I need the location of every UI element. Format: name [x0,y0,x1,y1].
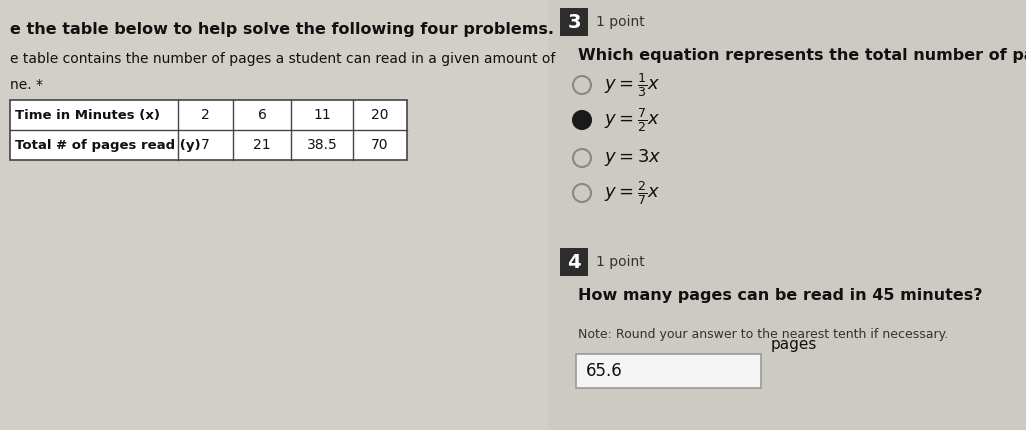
Text: $y = \frac{7}{2}x$: $y = \frac{7}{2}x$ [604,106,661,134]
Text: 1 point: 1 point [596,255,644,269]
Text: 4: 4 [567,252,581,271]
Text: e the table below to help solve the following four problems.: e the table below to help solve the foll… [10,22,554,37]
Text: $y = \frac{1}{3}x$: $y = \frac{1}{3}x$ [604,71,661,99]
Text: 3: 3 [567,12,581,31]
Text: Time in Minutes (x): Time in Minutes (x) [15,108,160,122]
Text: 70: 70 [371,138,389,152]
Text: 38.5: 38.5 [307,138,338,152]
FancyBboxPatch shape [10,100,407,160]
Text: Total # of pages read (y): Total # of pages read (y) [15,138,201,151]
Text: Which equation represents the total number of pages: Which equation represents the total numb… [578,48,1026,63]
FancyBboxPatch shape [576,354,761,388]
Text: pages: pages [771,337,818,352]
FancyBboxPatch shape [560,248,588,276]
Text: 6: 6 [258,108,267,122]
Text: 20: 20 [371,108,389,122]
Text: ne. *: ne. * [10,78,43,92]
FancyBboxPatch shape [548,0,1026,430]
Text: How many pages can be read in 45 minutes?: How many pages can be read in 45 minutes… [578,288,983,303]
Text: Note: Round your answer to the nearest tenth if necessary.: Note: Round your answer to the nearest t… [578,328,948,341]
Text: $y = \frac{2}{7}x$: $y = \frac{2}{7}x$ [604,179,661,207]
FancyBboxPatch shape [0,0,548,430]
Text: $y = 3x$: $y = 3x$ [604,147,662,169]
Text: 11: 11 [313,108,330,122]
Text: 7: 7 [201,138,210,152]
FancyBboxPatch shape [560,8,588,36]
Text: 65.6: 65.6 [586,362,623,380]
Text: e table contains the number of pages a student can read in a given amount of: e table contains the number of pages a s… [10,52,555,66]
Text: 2: 2 [201,108,210,122]
Circle shape [573,111,591,129]
Text: 1 point: 1 point [596,15,644,29]
Text: 21: 21 [253,138,271,152]
